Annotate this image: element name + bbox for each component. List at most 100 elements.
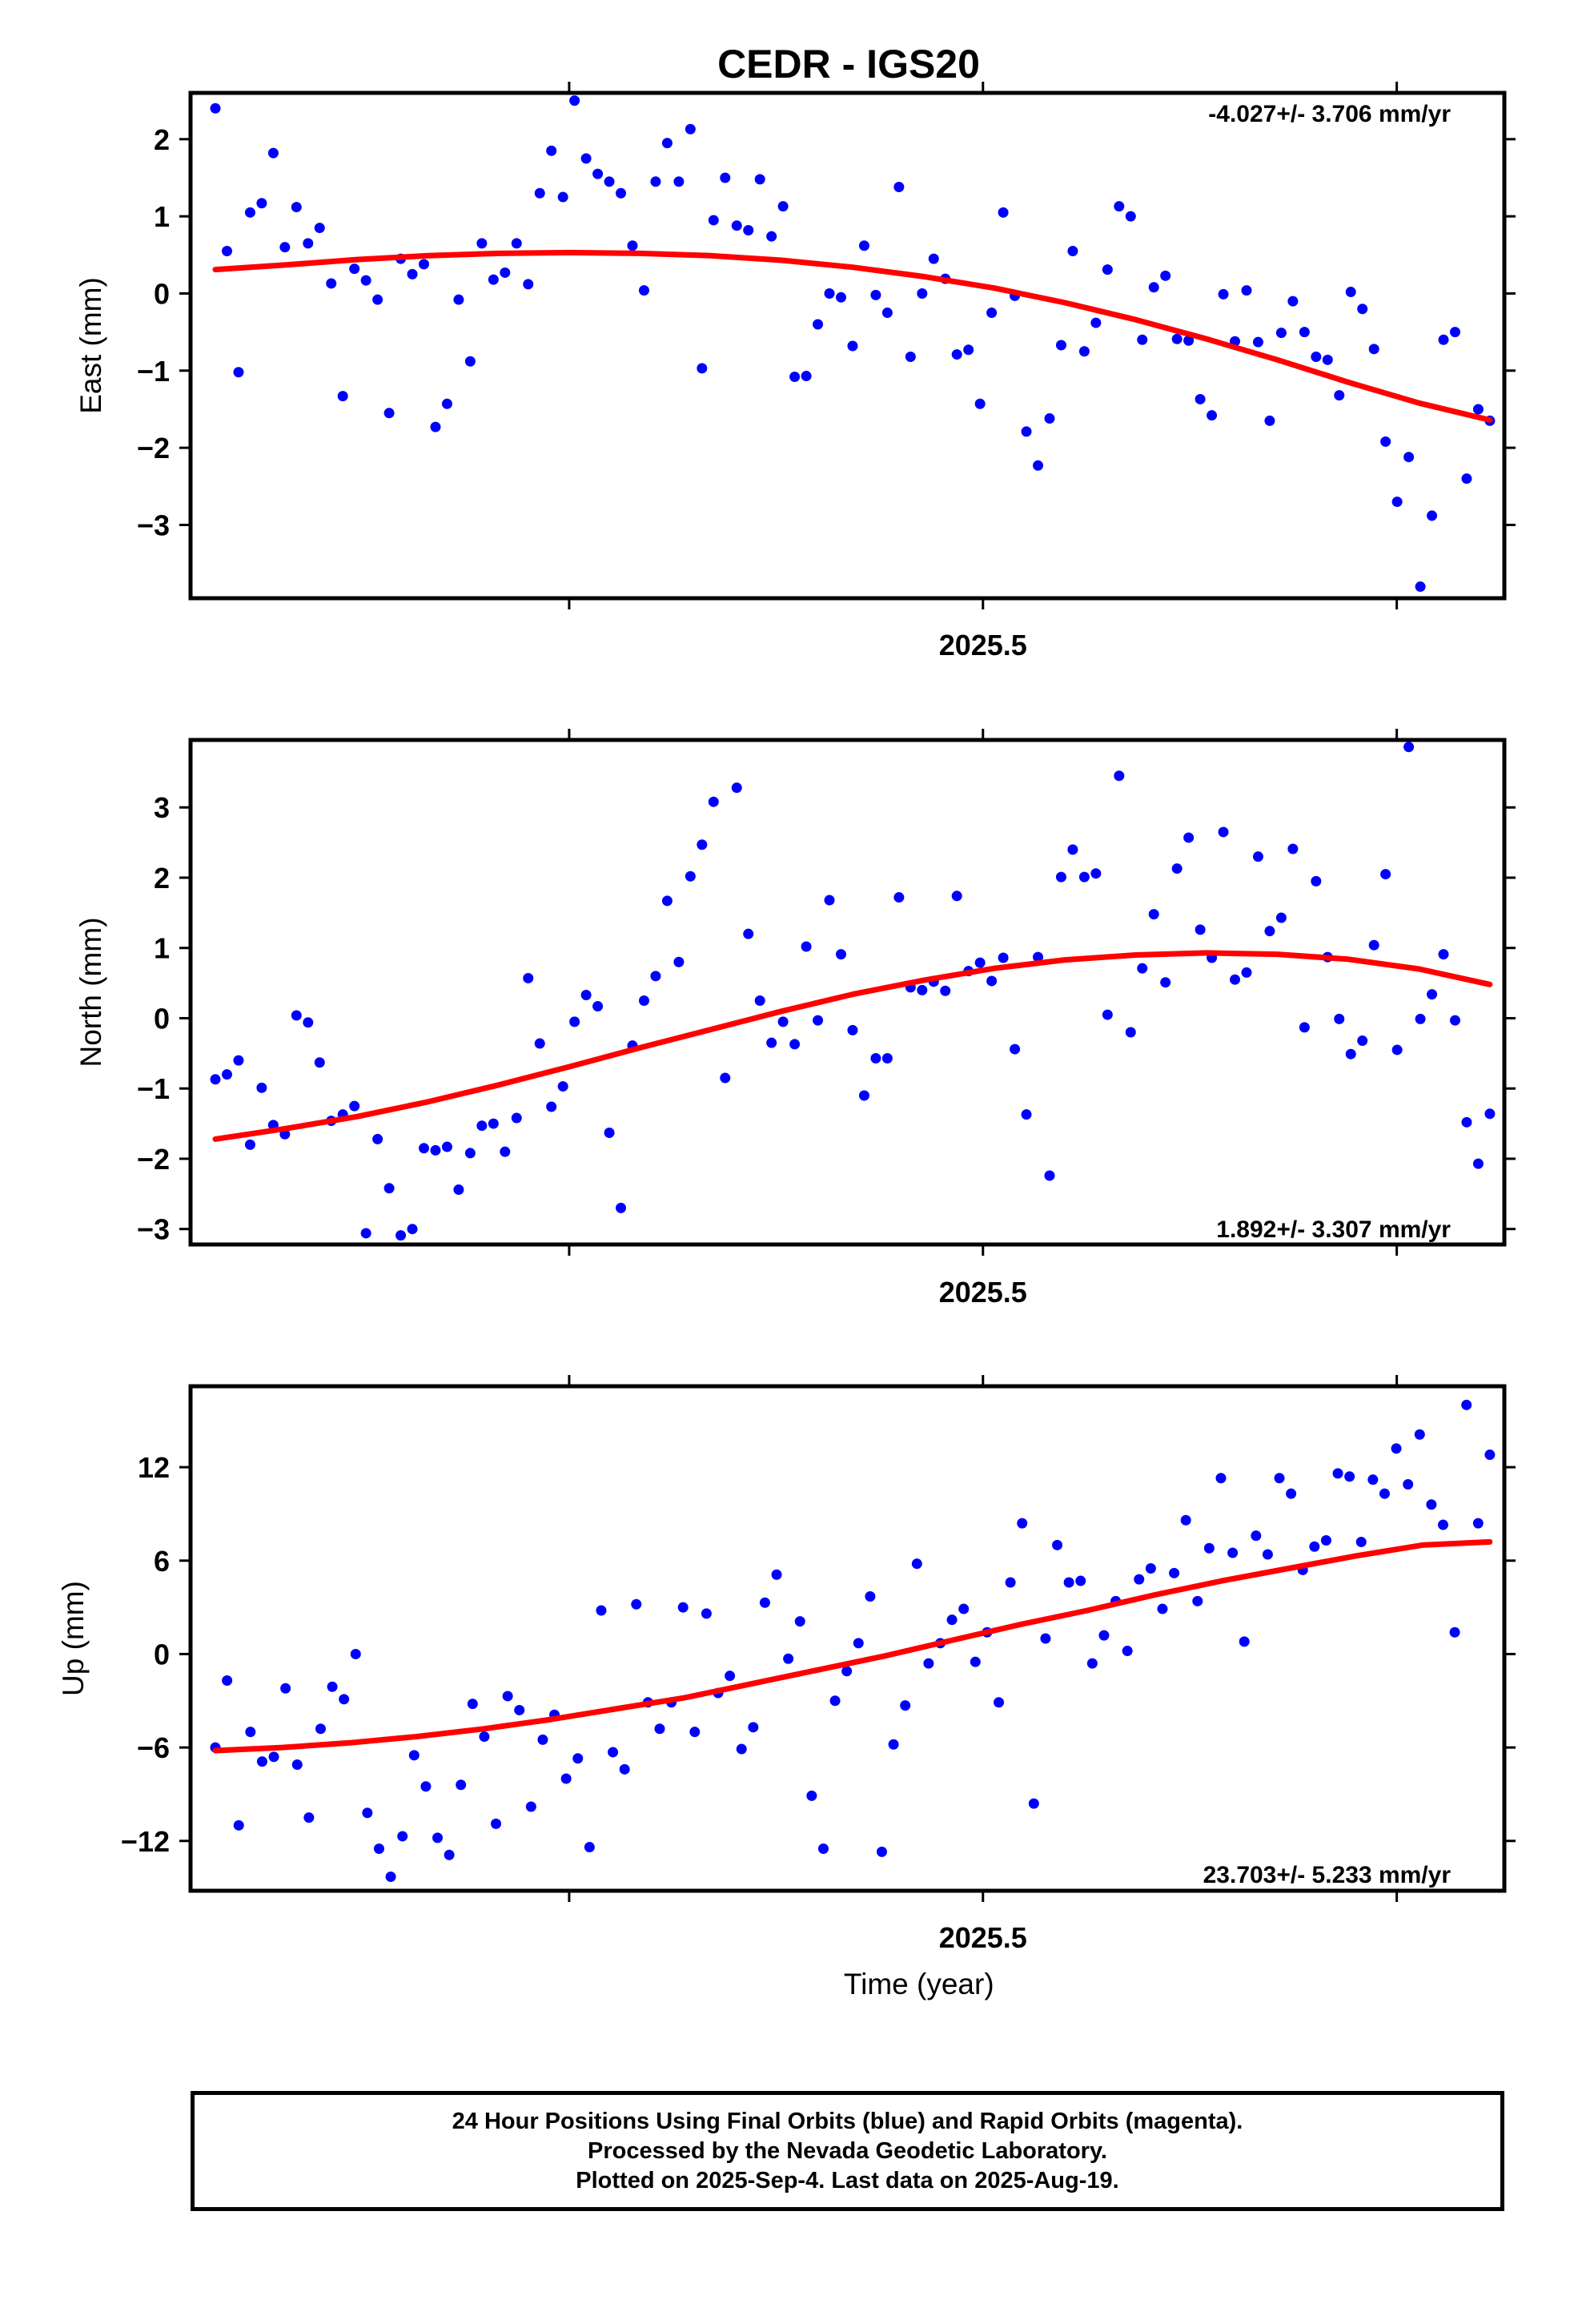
data-point [743, 928, 754, 939]
data-point [813, 1015, 824, 1026]
data-point [372, 294, 383, 305]
data-point [608, 1747, 619, 1758]
data-point [754, 174, 765, 185]
data-point [360, 275, 371, 286]
data-point [592, 1001, 604, 1012]
data-point [557, 1081, 568, 1092]
data-point [817, 1844, 829, 1854]
x-axis-label: Time (year) [844, 1968, 994, 2000]
data-point [1311, 351, 1322, 362]
data-point [372, 1133, 383, 1144]
data-point [373, 1844, 384, 1854]
data-point [1098, 1630, 1110, 1641]
data-point [1391, 1044, 1403, 1055]
data-point [731, 220, 742, 231]
data-point [1090, 868, 1102, 879]
data-point [572, 1753, 584, 1764]
data-point [1086, 1658, 1098, 1669]
y-tick-label: 1 [154, 932, 170, 965]
data-point [1264, 926, 1275, 937]
data-point [759, 1597, 770, 1608]
data-point [1114, 201, 1125, 212]
data-point [1357, 304, 1368, 315]
data-point [314, 1057, 325, 1068]
data-point [1160, 270, 1171, 281]
data-point [580, 990, 592, 1001]
data-point [771, 1569, 782, 1580]
data-point [1367, 1474, 1379, 1486]
data-point [958, 1603, 970, 1614]
data-point [397, 1831, 408, 1842]
data-point [881, 1052, 893, 1063]
data-point [430, 1144, 441, 1156]
data-point [1334, 390, 1345, 401]
data-point [917, 287, 928, 299]
data-point [1125, 211, 1136, 222]
data-point [1021, 1109, 1032, 1120]
data-point [1391, 1443, 1402, 1454]
data-point [1215, 1473, 1227, 1484]
east-panel: 2025.5 2 1 0 −1 −2 −3 East (mm) -4.027+/- 3.706 … [74, 82, 1516, 661]
data-point [858, 240, 869, 251]
data-point [1472, 404, 1484, 415]
data-point [523, 279, 534, 290]
data-point [1334, 1013, 1345, 1024]
data-point [720, 1072, 731, 1084]
data-point [1380, 869, 1391, 880]
data-point [1415, 1013, 1426, 1024]
data-point [627, 240, 638, 251]
data-point [1251, 1530, 1262, 1542]
data-point [1275, 328, 1287, 339]
data-point [783, 1653, 794, 1664]
data-point [1063, 1577, 1074, 1588]
data-point [794, 1616, 805, 1627]
data-layer [210, 1399, 1496, 1882]
data-point [917, 984, 928, 995]
data-point [1241, 967, 1252, 978]
data-point [1275, 912, 1287, 923]
data-point [441, 398, 452, 409]
data-point [419, 259, 430, 270]
data-point [502, 1691, 513, 1702]
data-point [432, 1832, 443, 1844]
y-axis-label: Up (mm) [57, 1581, 90, 1696]
data-point [673, 176, 685, 187]
up-panel: 2025.5 12 6 0 −6 −12 Up (mm) Time (year) 23.703+… [57, 1375, 1516, 2000]
data-point [210, 103, 221, 114]
data-point [841, 1666, 853, 1677]
data-point [650, 971, 661, 982]
data-point [1125, 1027, 1136, 1038]
data-point [1044, 413, 1055, 424]
data-point [1438, 334, 1449, 345]
data-point [1067, 245, 1078, 256]
data-point [1299, 1022, 1310, 1033]
data-point [893, 892, 905, 903]
data-point [222, 1675, 233, 1686]
data-point [673, 956, 685, 967]
data-point [1355, 1536, 1367, 1547]
data-point [1230, 974, 1241, 985]
data-point [616, 187, 627, 199]
data-point [314, 223, 325, 234]
caption-line-dates: Plotted on 2025-Sep-4. Last data on 2025… [576, 2167, 1119, 2193]
data-point [986, 975, 998, 987]
data-point [1218, 288, 1229, 300]
data-point [1040, 1633, 1051, 1644]
data-point [1195, 924, 1206, 935]
y-tick-label: 3 [154, 791, 170, 824]
data-point [847, 340, 858, 352]
data-point [847, 1024, 858, 1035]
data-point [488, 1118, 499, 1129]
data-point [766, 231, 777, 242]
data-point [1033, 460, 1044, 471]
data-point [1461, 1116, 1472, 1128]
data-point [279, 242, 291, 253]
data-point [893, 182, 905, 193]
data-point [1183, 335, 1195, 346]
data-point [1160, 977, 1171, 988]
data-point [1203, 1542, 1215, 1554]
caption-line-orbits: 24 Hour Positions Using Final Orbits (bl… [452, 2108, 1243, 2134]
data-point [1438, 949, 1449, 960]
data-point [1414, 1429, 1425, 1440]
y-tick-label: −3 [137, 1213, 170, 1246]
